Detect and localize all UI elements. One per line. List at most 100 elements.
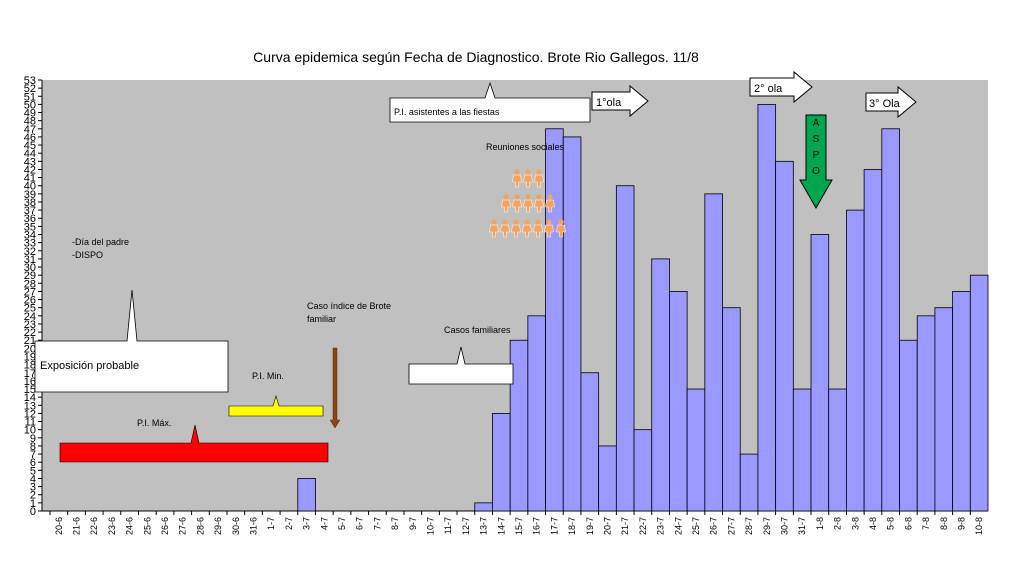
y-tick-label: 27: [24, 286, 36, 298]
x-tick-label: 25-7: [691, 517, 701, 535]
y-tick-label: 6: [30, 457, 36, 469]
bar: [846, 209, 865, 512]
x-tick-label: 10-7: [426, 517, 436, 535]
y-tick-label: 25: [24, 303, 36, 315]
x-tick-label: 30-6: [231, 517, 241, 535]
x-tick-label: 6-7: [355, 517, 365, 530]
x-tick-label: 22-6: [89, 517, 99, 535]
x-tick-label: 23-6: [107, 517, 117, 535]
bar: [297, 478, 316, 512]
brace: [228, 394, 324, 417]
y-tick-label: 39: [24, 189, 36, 201]
y-tick-label: 40: [24, 181, 36, 193]
x-tick-label: 28-6: [195, 517, 205, 535]
bar: [615, 185, 635, 512]
bar: [969, 274, 989, 512]
bar: [952, 291, 971, 512]
y-tick-label: 49: [24, 108, 36, 120]
y-tick-label: 14: [24, 392, 36, 404]
bar: [722, 307, 741, 512]
annotation: -DISPO: [72, 250, 103, 260]
x-tick-label: 15-7: [514, 517, 524, 535]
x-tick-label: 6-8: [903, 517, 913, 530]
x-tick-label: 3-7: [302, 517, 312, 530]
brace: [389, 81, 591, 123]
y-tick-label: 0: [30, 506, 36, 518]
y-tick-label: 53: [24, 75, 36, 87]
y-tick-label: 23: [24, 319, 36, 331]
bar: [934, 307, 954, 512]
y-tick-label: 9: [30, 433, 36, 445]
x-tick-label: 3-8: [850, 517, 860, 530]
y-tick-label: 1: [30, 498, 36, 510]
x-tick-label: 27-7: [726, 517, 736, 535]
x-tick-label: 23-7: [656, 517, 666, 535]
annotation: S: [813, 134, 820, 145]
y-tick-label: 31: [24, 254, 36, 266]
y-tick-label: 52: [24, 83, 36, 95]
arrow: [591, 84, 649, 118]
y-tick-label: 11: [25, 417, 36, 429]
x-tick-label: 7-7: [372, 517, 382, 530]
arrow: [799, 114, 833, 210]
y-tick-label: 3: [30, 482, 36, 494]
x-tick-label: 20-6: [54, 517, 64, 535]
bar: [810, 234, 830, 512]
bar: [863, 169, 883, 512]
x-tick-label: 8-7: [390, 517, 400, 530]
annotation: -Día del padre: [72, 237, 129, 247]
x-tick-label: 13-7: [479, 517, 489, 535]
y-tick-label: 13: [24, 400, 36, 412]
bar: [899, 339, 918, 512]
y-tick-label: 17: [24, 368, 36, 380]
annotation: Casos familiares: [444, 325, 511, 335]
annotation: P.I. Máx.: [137, 418, 171, 428]
x-tick-label: 29-6: [213, 517, 223, 535]
x-tick-label: 14-7: [496, 517, 506, 535]
annotation: Reuniones sociales: [486, 142, 565, 152]
bar: [669, 291, 688, 512]
x-tick-label: 28-7: [744, 517, 754, 535]
x-tick-label: 4-7: [319, 517, 329, 530]
annotation: A: [813, 118, 820, 129]
y-tick-label: 12: [24, 408, 36, 420]
x-tick-label: 24-6: [125, 517, 135, 535]
annotation: 3° Ola: [869, 98, 901, 110]
x-tick-label: 11-7: [443, 517, 453, 534]
y-tick-label: 24: [24, 311, 36, 323]
y-tick-label: 28: [24, 278, 36, 290]
y-tick-label: 8: [30, 441, 36, 453]
bar: [651, 258, 670, 512]
y-tick-label: 32: [24, 246, 36, 258]
y-tick-label: 36: [24, 213, 36, 225]
annotation: P: [813, 150, 820, 161]
y-tick-label: 20: [24, 343, 36, 355]
y-tick-label: 18: [24, 360, 36, 372]
bar: [474, 502, 493, 512]
x-tick-label: 9-7: [408, 517, 418, 530]
x-tick-label: 25-6: [142, 517, 152, 535]
brace: [408, 346, 514, 385]
y-tick-label: 37: [24, 205, 36, 217]
y-tick-label: 21: [24, 335, 36, 347]
annotation: 1°ola: [596, 97, 622, 109]
bar: [739, 453, 759, 512]
x-tick-label: 18-7: [567, 517, 577, 535]
x-tick-label: 31-7: [797, 517, 807, 535]
x-tick-label: 2-7: [284, 517, 294, 530]
bar: [562, 136, 582, 512]
y-tick-label: 43: [24, 156, 36, 168]
y-tick-label: 45: [24, 140, 36, 152]
y-tick-label: 4: [30, 473, 36, 485]
bar: [881, 128, 900, 512]
bar: [757, 103, 777, 512]
y-tick-label: 33: [24, 238, 36, 250]
brace: [59, 424, 329, 463]
x-tick-label: 21-7: [620, 517, 630, 535]
y-tick-label: 15: [24, 384, 36, 396]
y-tick-label: 2: [30, 490, 36, 502]
x-tick-label: 9-8: [956, 517, 966, 530]
arrow: [749, 70, 813, 104]
bar: [704, 193, 723, 512]
